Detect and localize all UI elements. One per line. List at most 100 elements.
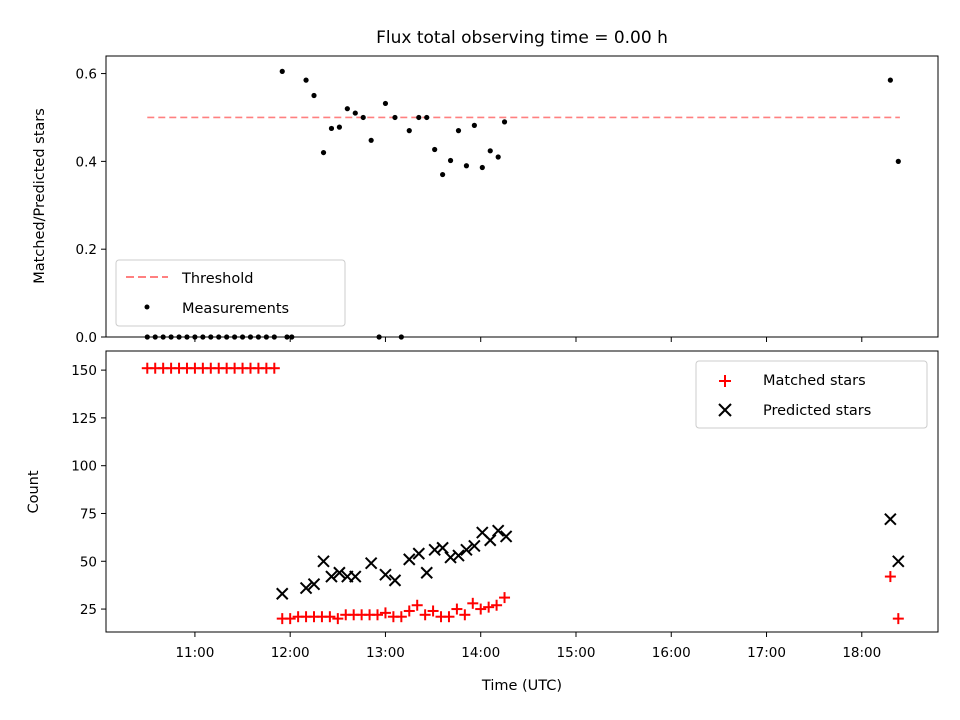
measurement-point [432, 146, 438, 153]
measurement-point [360, 114, 366, 121]
matched-star-marker [443, 611, 455, 623]
x-tick-label: 12:00 [271, 645, 310, 661]
y-tick-label: 0.0 [76, 330, 97, 346]
bottom-legend: Matched stars Predicted stars [695, 360, 928, 429]
predicted-star-marker [299, 581, 313, 595]
y-tick-label: 0.2 [76, 242, 97, 258]
top-legend: Threshold Measurements [115, 259, 346, 327]
measurement-point [455, 128, 462, 134]
predicted-star-marker [276, 587, 289, 600]
matched-star-marker [427, 605, 439, 617]
bottom-axes-frame [105, 350, 939, 633]
count-plot: 25 50 75 100 125 150 11:00 12:00 13:00 14:00 15:0… [26, 350, 939, 694]
measurements-legend-swatch [144, 304, 150, 310]
predicted-star-marker [436, 541, 449, 555]
predicted-star-marker [884, 513, 897, 526]
measurement-point [463, 163, 470, 169]
predicted-star-marker [491, 524, 505, 537]
bottom-legend-box [695, 360, 928, 429]
measurement-point [479, 164, 485, 171]
measurement-point [311, 92, 317, 99]
measurement-point [501, 119, 508, 125]
predicted-legend-swatch [718, 403, 732, 417]
measurement-point [447, 157, 454, 164]
matched-star-marker [491, 599, 503, 611]
top-axes-frame [105, 55, 939, 338]
x-tick-label: 11:00 [175, 645, 214, 661]
matched-star-marker [892, 613, 904, 625]
x-tick-label: 18:00 [842, 645, 881, 661]
threshold-legend-label: Threshold [181, 271, 253, 287]
predicted-star-marker [892, 555, 905, 568]
x-axis-label: Time (UTC) [481, 678, 562, 694]
bottom-y-axis-label: Count [26, 470, 42, 513]
predicted-star-marker [349, 570, 362, 583]
y-tick-label: 50 [80, 554, 97, 570]
predicted-stars-layer [276, 513, 905, 600]
x-tick-label: 17:00 [747, 645, 786, 661]
matched-star-marker [411, 599, 423, 611]
top-legend-box [115, 259, 346, 327]
predicted-star-marker [420, 566, 433, 579]
top-x-ticks [194, 337, 863, 342]
matched-star-marker [324, 611, 336, 623]
measurement-point [382, 100, 389, 107]
predicted-star-marker [379, 568, 392, 581]
y-tick-label: 125 [71, 411, 97, 427]
matched-star-marker [459, 609, 471, 621]
chart-title: Flux total observing time = 0.00 h [376, 28, 668, 48]
predicted-star-marker [452, 549, 465, 562]
predicted-star-marker [307, 578, 321, 591]
predicted-star-marker [317, 555, 330, 568]
measurement-point [320, 149, 327, 156]
measurement-point [368, 137, 374, 143]
matched-star-marker [403, 605, 415, 617]
predicted-star-marker [325, 570, 338, 583]
matched-star-marker [499, 592, 511, 604]
y-tick-label: 75 [80, 506, 97, 522]
matched-star-marker [483, 601, 495, 613]
bottom-x-ticks: 11:00 12:00 13:00 14:00 15:00 16:00 17:00 18:00 [175, 632, 881, 661]
predicted-star-marker [484, 534, 497, 547]
measurement-point [344, 106, 350, 112]
measurement-point [440, 171, 446, 178]
measurement-point [895, 158, 901, 164]
measurements-legend-label: Measurements [182, 301, 289, 317]
y-tick-label: 100 [71, 459, 97, 475]
predicted-star-marker [403, 553, 416, 566]
predicted-legend-label: Predicted stars [763, 403, 871, 419]
measurement-point [487, 148, 493, 154]
y-tick-label: 150 [71, 363, 97, 379]
matched-star-marker [372, 609, 384, 621]
measurement-point [279, 68, 285, 74]
predicted-star-marker [364, 556, 378, 570]
measurement-point [471, 122, 477, 128]
bottom-y-ticks: 25 50 75 100 125 150 [71, 363, 106, 618]
matched-stars-layer [141, 362, 904, 625]
predicted-star-marker [468, 539, 481, 553]
predicted-star-marker [499, 530, 513, 543]
ratio-plot: 0.0 0.2 0.4 0.6 Matched/Predicted stars Thr… [32, 55, 939, 346]
predicted-star-marker [333, 566, 346, 579]
matched-star-marker [884, 571, 896, 583]
matched-star-marker [332, 613, 344, 625]
matched-star-marker [284, 613, 296, 625]
predicted-star-marker [388, 574, 402, 587]
x-tick-label: 14:00 [461, 645, 500, 661]
predicted-star-marker [460, 543, 473, 557]
measurement-point [336, 124, 343, 130]
measurement-point [887, 77, 893, 83]
matched-legend-swatch [719, 375, 731, 387]
matched-star-marker [475, 603, 487, 615]
x-tick-label: 16:00 [652, 645, 691, 661]
matched-legend-label: Matched stars [763, 373, 866, 389]
y-tick-label: 0.6 [76, 67, 97, 83]
measurement-point [352, 110, 358, 116]
measurement-point [495, 154, 501, 160]
matched-star-marker [268, 362, 280, 374]
matched-star-marker [379, 607, 391, 619]
matched-star-marker [419, 609, 431, 621]
measurement-point [392, 114, 398, 121]
matched-star-marker [395, 611, 407, 623]
